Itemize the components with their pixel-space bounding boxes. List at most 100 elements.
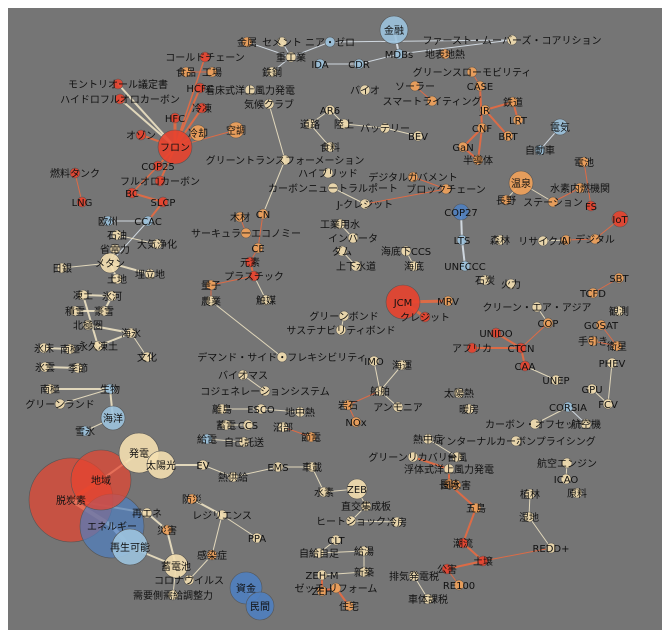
node-shaken-label: 車載: [302, 461, 322, 474]
node-lrt-label: LRT: [509, 116, 528, 127]
node-hydro-fc-label: ハイドロフルオロカーボン: [60, 94, 180, 106]
node-kyuden-label: 給電: [197, 433, 217, 446]
node-tcfd-label: TCFD: [579, 289, 606, 300]
node-hyoga-circle: [106, 290, 118, 302]
node-biomass-label: バイオマス: [218, 370, 268, 382]
node-minkan-circle: [245, 591, 275, 621]
node-karyoku-circle: [505, 278, 517, 290]
node-nichigin-circle: [56, 262, 68, 274]
node-ozone-label: オゾン: [126, 130, 156, 142]
node-africa-circle: [466, 342, 478, 354]
edge-blockchain-jcredit: [364, 188, 447, 205]
edge-near-zero-fast-movers: [329, 39, 513, 43]
edge-sekitan-taiki-josei: [116, 234, 158, 245]
node-brt-circle: [502, 130, 514, 142]
node-kokuki-label: 航空機: [571, 418, 601, 431]
node-nox-circle: [350, 416, 362, 428]
node-digital-label: デジタル: [575, 233, 615, 246]
node-sekisetsu-label: 積雪: [65, 305, 85, 318]
node-digital-circle: [589, 233, 601, 245]
node-circular-circle: [240, 227, 252, 239]
node-gentan-label: 原料: [567, 487, 587, 500]
node-shinchiku-label: 新築: [354, 566, 374, 579]
node-case-label: CASE: [467, 82, 494, 93]
node-ryoshi-circle: [205, 279, 217, 291]
node-green-bond-circle: [338, 310, 350, 322]
node-smart-light-label: スマートライティング: [383, 95, 482, 108]
node-kokuki-engine-circle: [561, 457, 573, 469]
node-chikuden-label: 蓄電: [216, 420, 236, 432]
node-eikyu-todo-circle: [92, 340, 104, 352]
node-rikujo-label: 陸上: [334, 118, 354, 131]
node-cop27-label: COP27: [444, 208, 478, 219]
node-methane-circle: [99, 252, 121, 274]
node-goto-label: 五島: [466, 502, 486, 515]
node-methane-label: メタン: [95, 258, 125, 270]
node-shokubutsu-circle: [524, 488, 536, 500]
node-station-circle: [547, 196, 559, 208]
node-kyuto-label: 給湯: [354, 545, 374, 558]
node-ritojima-label: 離島: [212, 403, 232, 416]
node-seibutsu-label: 生物: [100, 383, 120, 396]
node-shokuryo-label: 食料: [320, 141, 340, 154]
node-lrt-circle: [512, 114, 524, 126]
node-biomass-circle: [237, 369, 249, 381]
edge-senpaku-gankyo: [347, 390, 381, 406]
node-jogesuido-label: 上下水道: [336, 260, 376, 273]
node-umetate-label: 埋立地: [135, 268, 165, 281]
node-bc-label: BC: [125, 189, 139, 200]
node-hfc-circle: [169, 112, 181, 124]
node-cop-label: COP: [538, 319, 559, 330]
node-unido-circle: [490, 327, 502, 339]
node-senpaku-label: 船舶: [370, 385, 390, 398]
node-africa-label: アフリカ: [452, 343, 492, 355]
node-layer: [28, 15, 629, 621]
node-reibo-label: 冷房: [387, 516, 407, 529]
node-shodenryoku-circle: [109, 243, 121, 255]
node-cement-label: セメント: [262, 37, 302, 49]
node-chijo-chinetsu-label: 地表地熱: [425, 48, 465, 61]
node-unfccc-label: UNFCCC: [444, 262, 486, 273]
node-sbt-label: SBT: [609, 274, 629, 285]
node-saiene-circle: [141, 507, 153, 519]
node-unep-circle: [550, 374, 562, 386]
node-circular-label: サーキュラーエコノミー: [191, 228, 301, 240]
node-hyosho-circle: [38, 342, 50, 354]
node-battery-label: バッテリー: [360, 123, 410, 135]
node-denki-circle: [551, 118, 569, 136]
node-hyoun-circle: [39, 361, 51, 373]
node-shicchi-label: 湿地: [519, 511, 539, 524]
edge-rikujo-battery: [343, 123, 386, 129]
node-tokai-label: 凍土: [73, 289, 93, 302]
node-sekitan-circle: [111, 229, 123, 241]
node-dam-circle: [336, 245, 348, 257]
node-kokuki-circle: [580, 418, 592, 430]
node-shokuryo-circle: [324, 141, 336, 153]
edge-ppa-resilience: [221, 514, 258, 539]
node-setsuden-label: 雪氷: [75, 425, 95, 438]
node-nenryo-tank-label: 燃料タンク: [50, 167, 100, 180]
node-bunka-circle: [141, 351, 153, 363]
node-ctcn-label: CTCN: [508, 344, 535, 355]
node-taiyo-netsu-circle: [453, 387, 465, 399]
node-credit-circle: [419, 311, 431, 323]
edge-cop25-bc: [131, 165, 159, 194]
node-chikuden-chi-circle: [163, 553, 189, 579]
node-cogen-label: コジェネレーションシステム: [200, 386, 330, 398]
node-carbon-offset-label: カーボン・オフセット: [485, 419, 585, 431]
node-kosetsu-circle: [98, 305, 110, 317]
node-onsen-label: 温泉: [511, 177, 531, 190]
node-ammonia-label: アンモニア: [373, 403, 423, 414]
node-tokai-circle: [77, 289, 89, 301]
node-jukogyo-circle: [285, 51, 297, 63]
node-bosai-label: 防災: [182, 493, 202, 506]
node-hyoga-label: 氷河: [102, 290, 122, 303]
node-ammonia-circle: [392, 401, 404, 413]
node-mdbs-label: MDBs: [385, 50, 413, 61]
node-tcfd-circle: [587, 287, 599, 299]
edge-cnf-handotai: [477, 127, 483, 161]
node-te-ki-circle: [587, 335, 599, 347]
